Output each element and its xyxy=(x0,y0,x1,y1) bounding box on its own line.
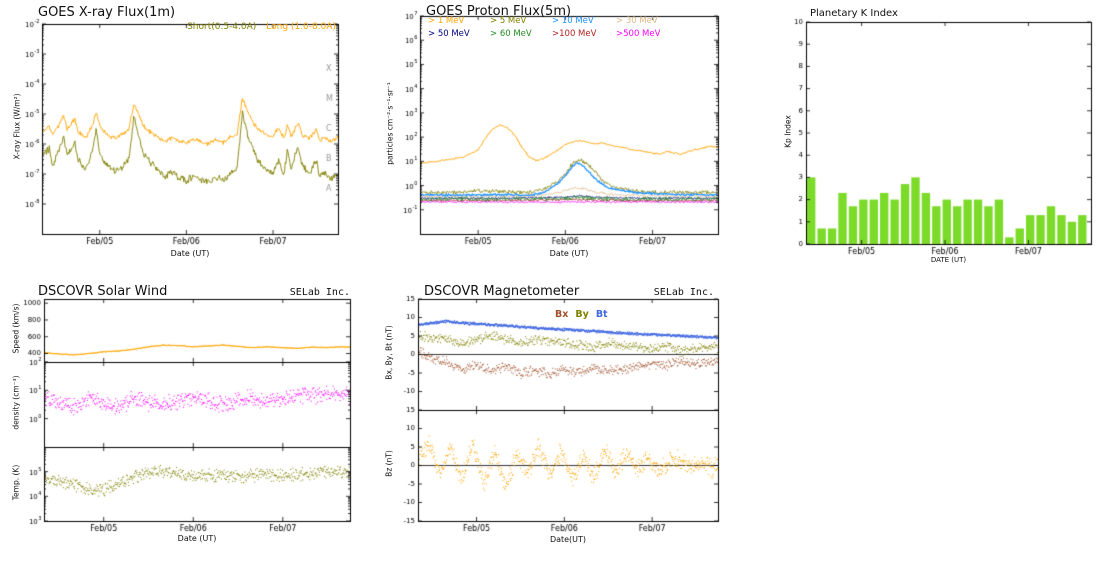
magnetometer-x-axis-label: Date(UT) xyxy=(549,535,587,544)
xray-plot-canvas xyxy=(8,2,360,272)
goes-xray-flux-chart: GOES X-ray Flux(1m) Short(0.5-4.0A) Long … xyxy=(8,2,360,272)
proton-y-axis-label: particles cm⁻²·s⁻¹·sr⁻¹ xyxy=(385,82,395,165)
legend-item-long-1-0-8-0a: Long (1.0-8.0A) xyxy=(266,22,336,32)
legend-item-by: By xyxy=(575,309,589,320)
proton-legend: > 1 MeV > 5 MeV > 10 MeV > 30 MeV > 50 MeV > … xyxy=(428,16,680,39)
legend-item-short-0-5-4-0a: Short(0.5-4.0A) xyxy=(187,22,257,32)
magnetometer-brand-label: SELab Inc. xyxy=(653,287,714,298)
goes-proton-flux-chart: GOES Proton Flux(5m) > 1 MeV > 5 MeV > 10 … xyxy=(380,2,728,272)
legend-item-30-mev: > 30 MeV xyxy=(616,16,658,26)
temp-y-axis-label: Temp. (K) xyxy=(11,464,21,501)
solar-wind-chart-title: DSCOVR Solar Wind xyxy=(38,284,168,299)
legend-item-50-mev: > 50 MeV xyxy=(428,29,470,39)
legend-item-100-mev: >100 MeV xyxy=(552,29,597,39)
legend-item-bx: Bx xyxy=(555,309,569,320)
magnetometer-plot-canvas xyxy=(380,281,728,559)
proton-x-axis-label: Date (UT) xyxy=(549,249,589,258)
legend-item-5-mev: > 5 MeV xyxy=(490,16,527,26)
kp-chart-title: Planetary K Index xyxy=(810,8,898,19)
xray-chart-title: GOES X-ray Flux(1m) xyxy=(38,5,176,20)
magnetometer-chart-title: DSCOVR Magnetometer xyxy=(424,284,580,299)
proton-chart-title: GOES Proton Flux(5m) xyxy=(426,4,572,19)
legend-item-1-mev: > 1 MeV xyxy=(428,16,465,26)
xray-legend: Short(0.5-4.0A) Long (1.0-8.0A) xyxy=(177,22,336,32)
xray-y-axis-label: X-ray Flux (W/m²) xyxy=(12,93,22,160)
solar-wind-x-axis-label: Date (UT) xyxy=(177,534,217,543)
proton-plot-canvas xyxy=(380,2,728,272)
solar-wind-plot-canvas xyxy=(8,281,360,557)
xray-x-axis-label: Date (UT) xyxy=(170,249,210,258)
kp-plot-canvas xyxy=(780,6,1105,278)
planetary-k-index-chart: Planetary K Index Kp Index DATE (UT) xyxy=(780,6,1105,278)
solar-wind-brand-label: SELab Inc. xyxy=(289,287,350,298)
legend-item-bt: Bt xyxy=(595,309,608,320)
legend-item-60-mev: > 60 MeV xyxy=(490,29,532,39)
kp-x-axis-label: DATE (UT) xyxy=(930,256,967,264)
legend-item-500-mev: >500 MeV xyxy=(616,29,661,39)
magnetometer-legend: Bx By Bt xyxy=(555,302,615,321)
dscovr-magnetometer-chart: DSCOVR Magnetometer SELab Inc. Bx By Bt Bx… xyxy=(380,281,728,559)
legend-item-10-mev: > 10 MeV xyxy=(552,16,594,26)
bz-y-axis-label: Bz (nT) xyxy=(384,450,394,477)
kp-y-axis-label: Kp Index xyxy=(783,115,793,148)
dscovr-solar-wind-chart: DSCOVR Solar Wind SELab Inc. Speed (km/s… xyxy=(8,281,360,557)
